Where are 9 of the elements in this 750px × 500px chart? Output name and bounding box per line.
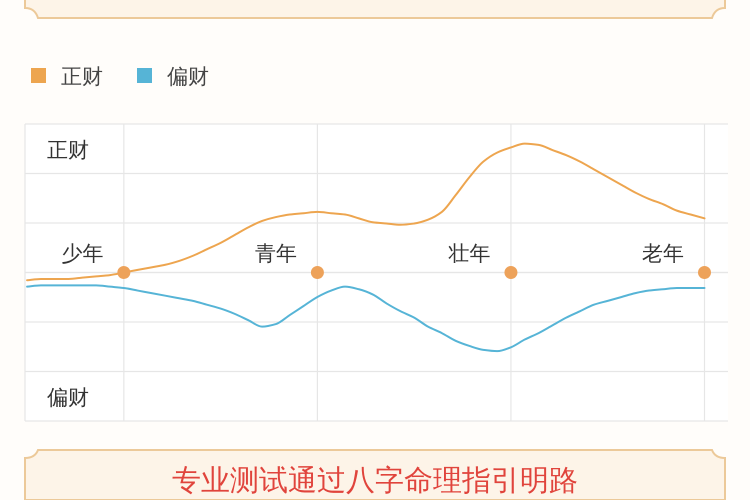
annotation: 正财 xyxy=(47,138,89,162)
x-tick-label: 老年 xyxy=(642,242,684,266)
x-tick-label: 壮年 xyxy=(447,242,490,266)
x-tick-label: 少年 xyxy=(61,242,104,266)
text: 偏财 xyxy=(47,386,89,410)
text: 专业测试通过八字命理指引明路 xyxy=(172,465,578,497)
x-tick-label: 青年 xyxy=(254,242,297,266)
legend-label: 偏财 xyxy=(167,66,209,88)
legend-label: 正财 xyxy=(61,66,103,88)
